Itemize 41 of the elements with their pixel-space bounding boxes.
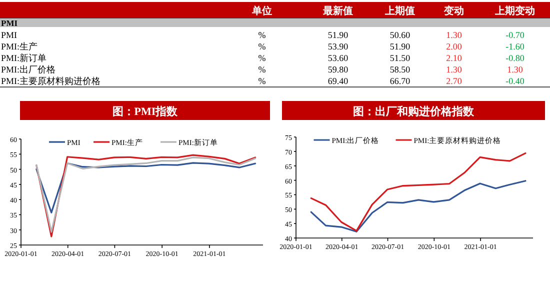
text: -1.60 bbox=[506, 42, 524, 52]
category-label: PMI:新订单 bbox=[1, 53, 47, 63]
category-label: 单位 bbox=[251, 5, 272, 17]
category-label: PMI:主要原材料购进价格 bbox=[1, 76, 101, 86]
text: 59.80 bbox=[328, 64, 348, 74]
category-label: PMI bbox=[1, 30, 18, 40]
text: 2.00 bbox=[446, 42, 462, 52]
text: 1.30 bbox=[446, 64, 462, 74]
text: -0.80 bbox=[506, 53, 524, 63]
category-label: 最新值 bbox=[322, 5, 353, 17]
text: 58.50 bbox=[390, 64, 410, 74]
text: % bbox=[258, 76, 266, 86]
category-label: PMI:生产 bbox=[1, 42, 38, 52]
text: % bbox=[258, 30, 266, 40]
text: 1.30 bbox=[446, 30, 462, 40]
text: % bbox=[258, 64, 266, 74]
chart-title: 图：PMI指数 bbox=[112, 105, 179, 118]
text: 69.40 bbox=[328, 76, 348, 86]
line-series bbox=[36, 162, 256, 214]
category-label: 上期变动 bbox=[494, 5, 535, 17]
text: 50.60 bbox=[390, 30, 410, 40]
line-series bbox=[310, 180, 526, 232]
category-label: 变动 bbox=[443, 5, 464, 17]
text: 2.10 bbox=[446, 53, 462, 63]
text: PMI bbox=[1, 18, 18, 28]
category-label: PMI:出厂价格 bbox=[1, 64, 56, 74]
line-series bbox=[310, 152, 526, 232]
text: % bbox=[258, 42, 266, 52]
text: % bbox=[258, 53, 266, 63]
text: 66.70 bbox=[390, 76, 410, 86]
category-label: 上期值 bbox=[384, 5, 415, 17]
text: -0.40 bbox=[506, 76, 524, 86]
text: -0.70 bbox=[506, 30, 524, 40]
text: 53.60 bbox=[328, 53, 348, 63]
text: 2.70 bbox=[446, 76, 462, 86]
text: 51.90 bbox=[328, 30, 348, 40]
text: 51.50 bbox=[390, 53, 410, 63]
text: 1.30 bbox=[507, 64, 523, 74]
text: 51.90 bbox=[390, 42, 410, 52]
text: 53.90 bbox=[328, 42, 348, 52]
chart-title: 图：出厂和购进价格指数 bbox=[353, 105, 475, 118]
